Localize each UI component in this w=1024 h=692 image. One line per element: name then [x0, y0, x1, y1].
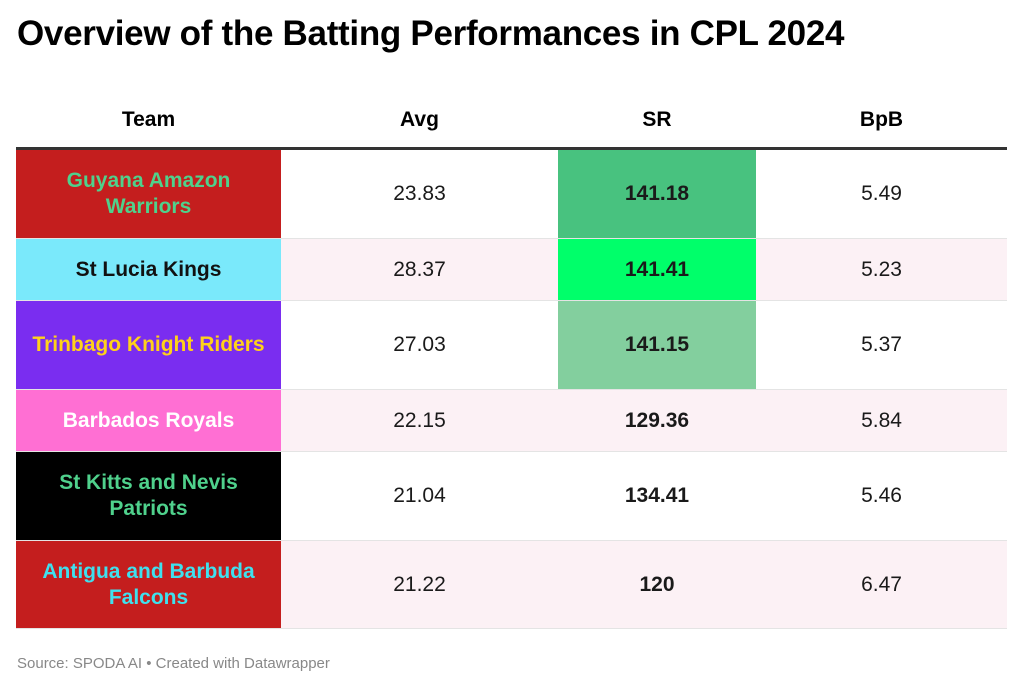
team-cell: Guyana Amazon Warriors	[16, 150, 281, 238]
sr-cell: 141.15	[558, 301, 756, 389]
table-row: Barbados Royals 22.15 129.36 5.84	[16, 390, 1007, 452]
header-sr: SR	[642, 107, 672, 131]
batting-table: Team Avg SR BpB Guyana Amazon Warriors 23…	[16, 92, 1007, 629]
team-cell: Antigua and Barbuda Falcons	[16, 541, 281, 628]
avg-cell: 23.83	[393, 182, 446, 205]
table-row: St Kitts and Nevis Patriots 21.04 134.41 5.…	[16, 452, 1007, 541]
chart-title: Overview of the Batting Performances in …	[17, 14, 845, 53]
bpb-cell: 5.23	[861, 257, 902, 281]
avg-cell: 21.04	[393, 484, 446, 507]
table-header: Team Avg SR BpB	[16, 92, 1007, 150]
header-team: Team	[121, 107, 176, 131]
team-cell: St Kitts and Nevis Patriots	[16, 452, 281, 540]
bpb-cell: 5.46	[861, 484, 902, 507]
team-cell: Barbados Royals	[16, 390, 281, 451]
sr-cell: 129.36	[624, 408, 690, 432]
team-cell: St Lucia Kings	[16, 239, 281, 300]
bpb-cell: 6.47	[861, 572, 902, 596]
table-row: St Lucia Kings 28.37 141.41 5.23	[16, 239, 1007, 301]
sr-cell: 141.41	[558, 239, 756, 300]
avg-cell: 21.22	[393, 572, 446, 596]
table-body: Guyana Amazon Warriors 23.83 141.18 5.49 St …	[16, 150, 1007, 629]
bpb-cell: 5.49	[861, 182, 902, 205]
header-bpb: BpB	[859, 107, 904, 131]
avg-cell: 28.37	[393, 257, 446, 281]
sr-cell: 120	[639, 572, 675, 596]
source-note: Source: SPODA AI • Created with Datawrap…	[17, 655, 330, 672]
table-row: Antigua and Barbuda Falcons 21.22 120 6.47	[16, 541, 1007, 629]
table-row: Trinbago Knight Riders 27.03 141.15 5.37	[16, 301, 1007, 390]
bpb-cell: 5.84	[861, 408, 902, 432]
table-row: Guyana Amazon Warriors 23.83 141.18 5.49	[16, 150, 1007, 239]
avg-cell: 27.03	[393, 333, 446, 356]
sr-cell: 134.41	[624, 484, 690, 507]
avg-cell: 22.15	[393, 408, 446, 432]
team-cell: Trinbago Knight Riders	[16, 301, 281, 389]
header-avg: Avg	[400, 107, 439, 131]
sr-cell: 141.18	[558, 150, 756, 238]
bpb-cell: 5.37	[861, 333, 902, 356]
